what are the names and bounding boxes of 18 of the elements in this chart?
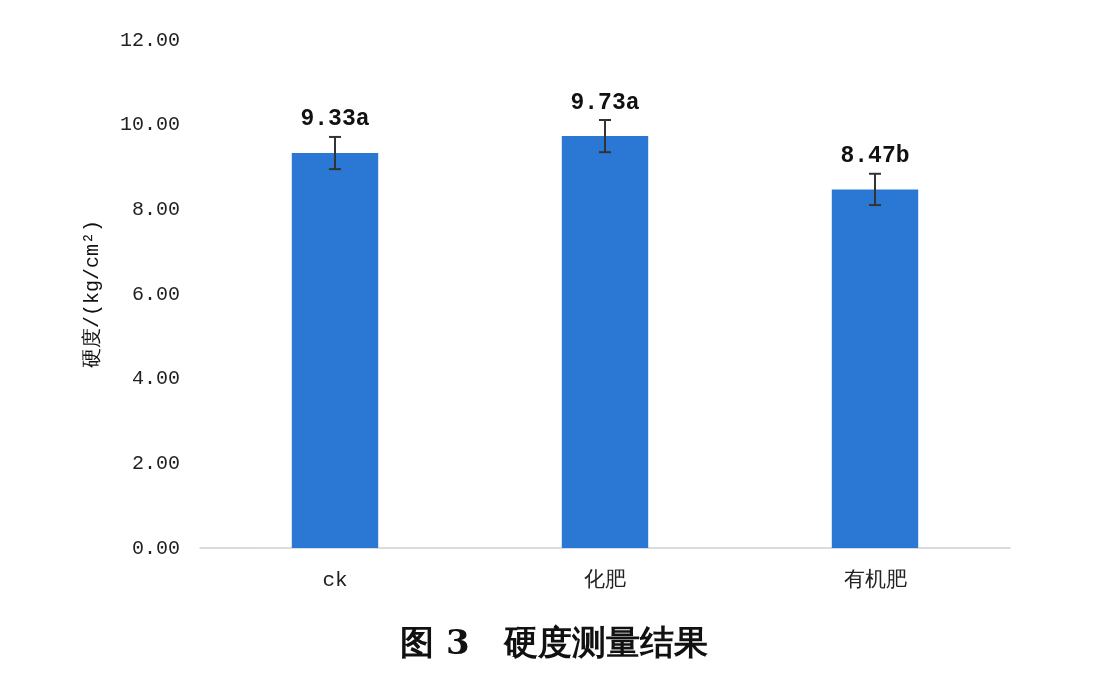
bar bbox=[831, 189, 919, 548]
text: 图 3 硬度测量结果 bbox=[400, 622, 708, 662]
x-tick-label: 有机肥 bbox=[843, 568, 907, 592]
y-tick-label: 6.00 bbox=[131, 282, 180, 306]
y-tick-label: 8.00 bbox=[131, 197, 180, 221]
y-tick-label: 12.00 bbox=[119, 28, 180, 52]
bar bbox=[561, 136, 649, 548]
y-tick-label: 2.00 bbox=[131, 451, 180, 475]
y-tick-label: 0.00 bbox=[131, 536, 180, 560]
bar bbox=[291, 153, 379, 548]
data-label: 9.33a bbox=[300, 106, 370, 133]
x-tick-label: 化肥 bbox=[584, 569, 626, 592]
y-tick-label: 10.00 bbox=[119, 113, 180, 137]
y-axis-title: 硬度/(kg/cm²) bbox=[80, 219, 104, 369]
x-tick-label: ck bbox=[322, 569, 348, 592]
y-tick-label: 4.00 bbox=[131, 367, 180, 391]
data-label: 9.73a bbox=[570, 89, 640, 116]
data-label: 8.47b bbox=[840, 143, 910, 170]
